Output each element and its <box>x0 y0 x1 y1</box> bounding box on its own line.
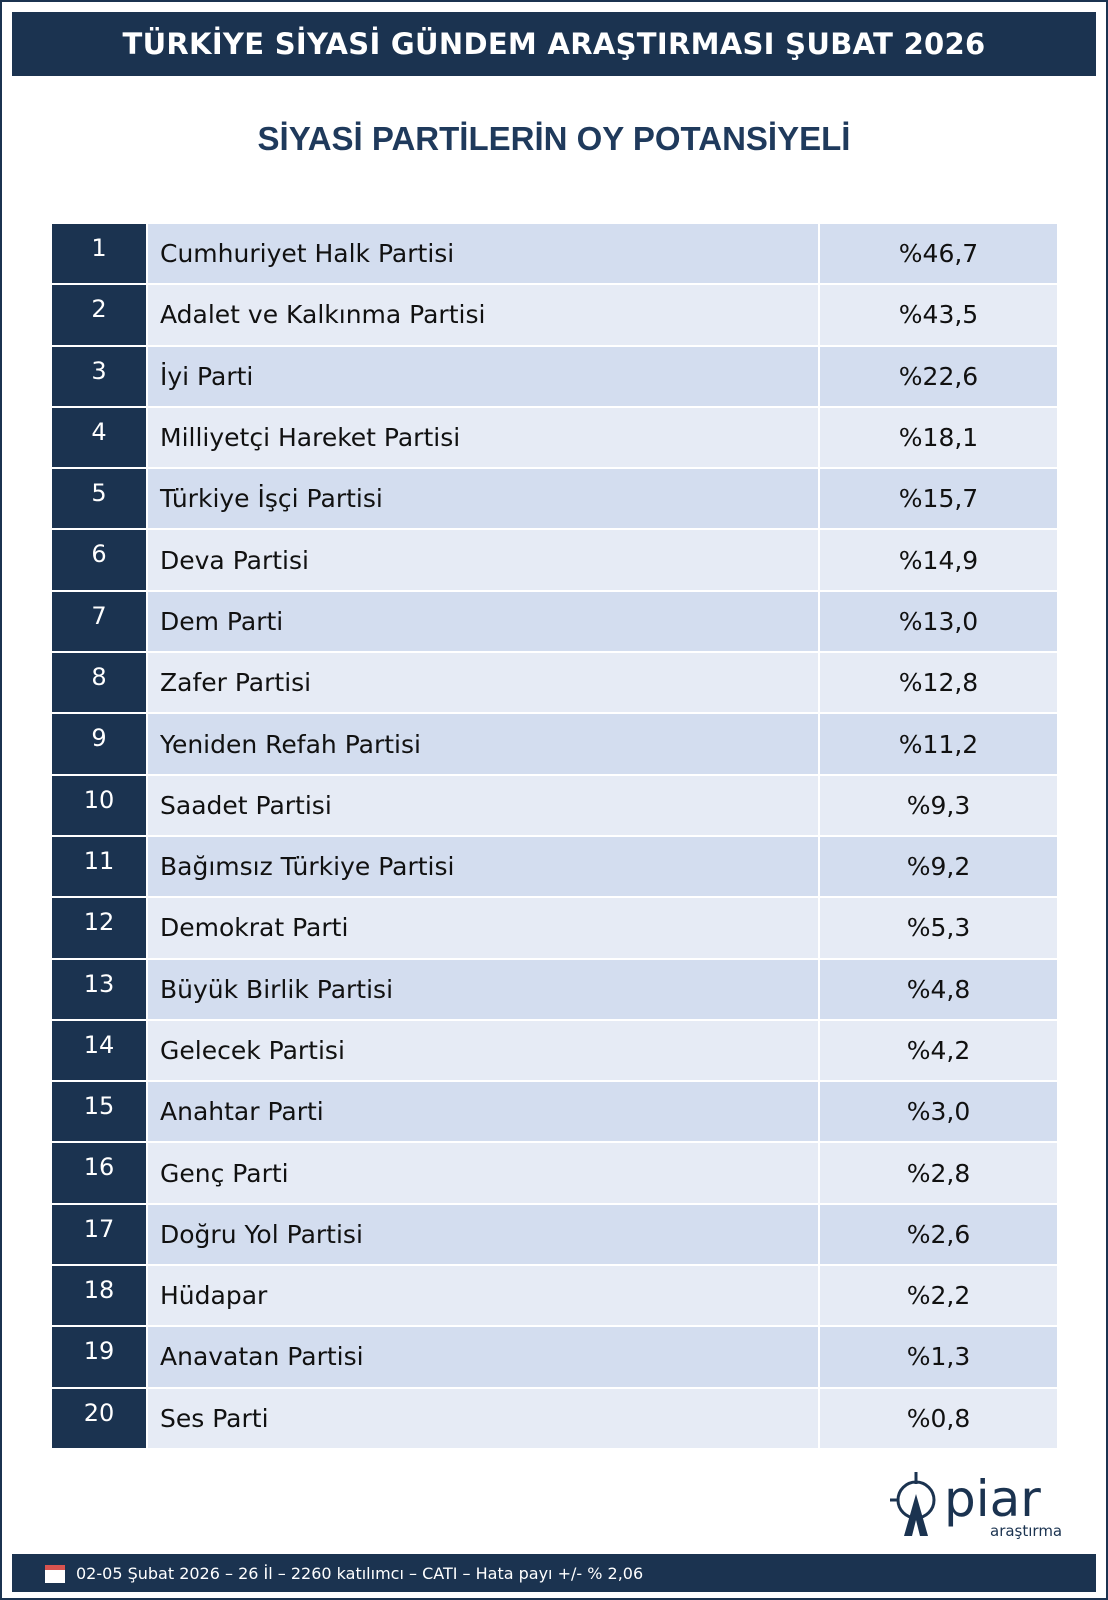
rank-cell: 7 <box>52 591 146 652</box>
value-cell: %9,2 <box>820 836 1057 897</box>
table-row: 19 Anavatan Partisi %1,3 <box>52 1327 1057 1387</box>
table-row: 9 Yeniden Refah Partisi %11,2 <box>52 714 1057 774</box>
table-row: 13 Büyük Birlik Partisi %4,8 <box>52 959 1057 1019</box>
party-cell: Demokrat Parti <box>148 898 818 958</box>
footer-text: 02-05 Şubat 2026 – 26 İl – 2260 katılımc… <box>76 1563 644 1583</box>
logo-name: piar <box>944 1470 1041 1528</box>
party-cell: Adalet ve Kalkınma Partisi <box>148 285 818 345</box>
value-cell: %3,0 <box>820 1082 1057 1142</box>
table-row: 7 Dem Parti %13,0 <box>52 591 1057 652</box>
value-cell: %43,5 <box>820 285 1057 345</box>
value-cell: %9,3 <box>820 775 1057 835</box>
table-row: 3 İyi Parti %22,6 <box>52 346 1057 406</box>
value-cell: %2,2 <box>820 1266 1057 1326</box>
value-cell: %2,8 <box>820 1143 1057 1203</box>
value-cell: %46,7 <box>820 224 1057 284</box>
rank-cell: 3 <box>52 346 146 406</box>
table: 1 Cumhuriyet Halk Partisi %46,7 2 Adalet ve … <box>52 224 1057 1450</box>
party-cell: Doğru Yol Partisi <box>148 1204 818 1265</box>
value-cell: %18,1 <box>820 407 1057 468</box>
header-title: TÜRKİYE SİYASİ GÜNDEM ARAŞTIRMASI ŞUBAT … <box>122 27 986 61</box>
table-row: 2 Adalet ve Kalkınma Partisi %43,5 <box>52 285 1057 345</box>
value-cell: %13,0 <box>820 591 1057 652</box>
party-cell: Hüdapar <box>148 1266 818 1326</box>
rank-cell: 5 <box>52 469 146 529</box>
party-cell: Milliyetçi Hareket Partisi <box>148 407 818 468</box>
rank-cell: 18 <box>52 1266 146 1326</box>
value-cell: %5,3 <box>820 898 1057 958</box>
rank-cell: 6 <box>52 530 146 590</box>
party-cell: Bağımsız Türkiye Partisi <box>148 836 818 897</box>
party-cell: Zafer Partisi <box>148 653 818 713</box>
value-cell: %14,9 <box>820 530 1057 590</box>
party-cell: Anavatan Partisi <box>148 1327 818 1387</box>
rank-cell: 8 <box>52 653 146 713</box>
value-cell: %4,8 <box>820 959 1057 1019</box>
rank-cell: 17 <box>52 1204 146 1265</box>
table-row: 4 Milliyetçi Hareket Partisi %18,1 <box>52 407 1057 468</box>
value-cell: %12,8 <box>820 653 1057 713</box>
logo-mark <box>904 1494 928 1536</box>
party-cell: Genç Parti <box>148 1143 818 1203</box>
logo-tagline: araştırma <box>990 1522 1062 1540</box>
calendar-icon <box>45 1565 65 1583</box>
value-cell: %2,6 <box>820 1204 1057 1265</box>
rank-cell: 1 <box>52 224 146 284</box>
rank-cell: 16 <box>52 1143 146 1203</box>
party-cell: Anahtar Parti <box>148 1082 818 1142</box>
table-row: 5 Türkiye İşçi Partisi %15,7 <box>52 469 1057 529</box>
table-row: 15 Anahtar Parti %3,0 <box>52 1082 1057 1142</box>
table-row: 6 Deva Partisi %14,9 <box>52 530 1057 590</box>
value-cell: %4,2 <box>820 1020 1057 1081</box>
value-cell: %11,2 <box>820 714 1057 774</box>
table-row: 18 Hüdapar %2,2 <box>52 1266 1057 1326</box>
subtitle: SİYASİ PARTİLERİN OY POTANSİYELİ <box>257 120 851 157</box>
logo: piar araştırma <box>890 1470 1062 1540</box>
party-cell: Saadet Partisi <box>148 775 818 835</box>
rank-cell: 10 <box>52 775 146 835</box>
party-cell: Gelecek Partisi <box>148 1020 818 1081</box>
rank-cell: 19 <box>52 1327 146 1387</box>
table-row: 20 Ses Parti %0,8 <box>52 1388 1057 1448</box>
rank-cell: 9 <box>52 714 146 774</box>
rank-cell: 14 <box>52 1020 146 1081</box>
rank-cell: 13 <box>52 959 146 1019</box>
party-cell: Yeniden Refah Partisi <box>148 714 818 774</box>
table-row: 8 Zafer Partisi %12,8 <box>52 653 1057 713</box>
value-cell: %1,3 <box>820 1327 1057 1387</box>
table-row: 12 Demokrat Parti %5,3 <box>52 898 1057 958</box>
table-row: 1 Cumhuriyet Halk Partisi %46,7 <box>52 224 1057 284</box>
rank-cell: 12 <box>52 898 146 958</box>
rank-cell: 2 <box>52 285 146 345</box>
party-cell: Cumhuriyet Halk Partisi <box>148 224 818 284</box>
value-cell: %0,8 <box>820 1388 1057 1448</box>
rank-cell: 15 <box>52 1082 146 1142</box>
value-cell: %15,7 <box>820 469 1057 529</box>
value-cell: %22,6 <box>820 346 1057 406</box>
table-row: 10 Saadet Partisi %9,3 <box>52 775 1057 835</box>
table-row: 17 Doğru Yol Partisi %2,6 <box>52 1204 1057 1265</box>
rank-cell: 20 <box>52 1388 146 1448</box>
header-bar: TÜRKİYE SİYASİ GÜNDEM ARAŞTIRMASI ŞUBAT … <box>12 12 1096 76</box>
party-cell: Ses Parti <box>148 1388 818 1448</box>
footer-bar: 02-05 Şubat 2026 – 26 İl – 2260 katılımc… <box>12 1554 1096 1592</box>
party-cell: Dem Parti <box>148 591 818 652</box>
rank-cell: 11 <box>52 836 146 897</box>
rank-cell: 4 <box>52 407 146 468</box>
table-row: 14 Gelecek Partisi %4,2 <box>52 1020 1057 1081</box>
calendar-top <box>45 1565 65 1570</box>
table-row: 16 Genç Parti %2,8 <box>52 1143 1057 1203</box>
party-cell: Deva Partisi <box>148 530 818 590</box>
party-cell: Türkiye İşçi Partisi <box>148 469 818 529</box>
party-cell: İyi Parti <box>148 346 818 406</box>
party-cell: Büyük Birlik Partisi <box>148 959 818 1019</box>
table-row: 11 Bağımsız Türkiye Partisi %9,2 <box>52 836 1057 897</box>
